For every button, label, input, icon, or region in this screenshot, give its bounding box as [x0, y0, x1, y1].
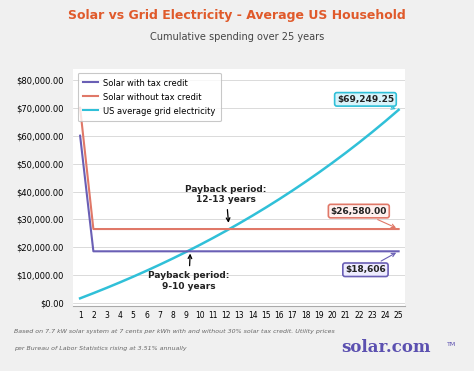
Text: per Bureau of Labor Statistics rising at 3.51% annually: per Bureau of Labor Statistics rising at… [14, 346, 187, 351]
Text: $69,249.25: $69,249.25 [337, 95, 395, 109]
Text: Cumulative spending over 25 years: Cumulative spending over 25 years [150, 32, 324, 42]
Text: TM: TM [447, 342, 456, 347]
Text: Based on 7.7 kW solar system at 7 cents per kWh with and without 30% solar tax c: Based on 7.7 kW solar system at 7 cents … [14, 329, 335, 334]
Text: Payback period:
9-10 years: Payback period: 9-10 years [148, 255, 229, 290]
Text: $18,606: $18,606 [345, 253, 395, 274]
Legend: Solar with tax credit, Solar without tax credit, US average grid electricity: Solar with tax credit, Solar without tax… [78, 73, 221, 121]
Text: $26,580.00: $26,580.00 [331, 207, 395, 227]
Text: Payback period:
12-13 years: Payback period: 12-13 years [185, 185, 267, 221]
Text: Solar vs Grid Electricity - Average US Household: Solar vs Grid Electricity - Average US H… [68, 9, 406, 22]
Text: solar.com: solar.com [341, 339, 431, 356]
